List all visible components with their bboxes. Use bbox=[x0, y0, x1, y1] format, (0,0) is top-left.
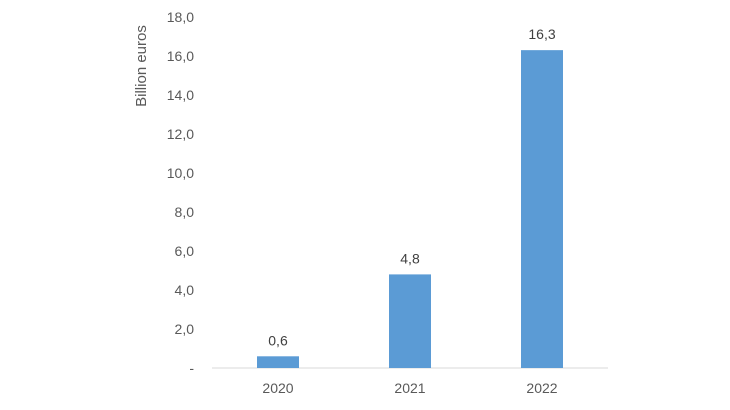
y-tick-label: 14,0 bbox=[167, 87, 194, 103]
bars bbox=[257, 50, 563, 369]
y-tick-label: 12,0 bbox=[167, 126, 194, 142]
data-labels: 0,6 4,8 16,3 bbox=[268, 26, 556, 348]
y-tick-label: 10,0 bbox=[167, 165, 194, 181]
x-tick-label: 2020 bbox=[262, 380, 293, 396]
data-label: 16,3 bbox=[528, 26, 555, 42]
y-axis-ticks: - 2,0 4,0 6,0 8,0 10,0 12,0 14,0 16,0 18,0 bbox=[167, 9, 195, 376]
bar-2020 bbox=[257, 356, 299, 368]
y-tick-label: 6,0 bbox=[175, 243, 195, 259]
x-axis-ticks: 2020 2021 2022 bbox=[262, 380, 557, 396]
y-tick-label: 2,0 bbox=[175, 321, 195, 337]
data-label: 0,6 bbox=[268, 332, 288, 348]
y-axis-label: Billion euros bbox=[133, 25, 150, 107]
y-tick-label: - bbox=[189, 360, 194, 376]
bar-2022 bbox=[521, 50, 563, 369]
y-tick-label: 4,0 bbox=[175, 282, 195, 298]
bar-2021 bbox=[389, 274, 431, 368]
data-label: 4,8 bbox=[400, 250, 420, 266]
y-tick-label: 8,0 bbox=[175, 204, 195, 220]
x-tick-label: 2022 bbox=[526, 380, 557, 396]
y-tick-label: 16,0 bbox=[167, 48, 194, 64]
y-tick-label: 18,0 bbox=[167, 9, 194, 25]
x-tick-label: 2021 bbox=[394, 380, 425, 396]
